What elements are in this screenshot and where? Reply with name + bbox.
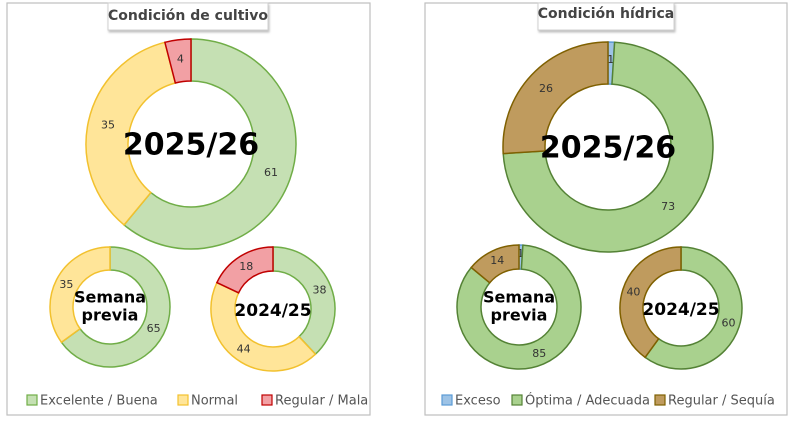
data-label: 35 [59,278,73,291]
data-label: 44 [237,342,251,355]
donut-slice-excelente-buena [60,246,171,368]
donut-center-label: 2025/26 [540,131,676,166]
legend-swatch [654,394,666,406]
donut-slice-excelente-buena [272,246,336,356]
donut-slice-regular-mala [215,246,274,294]
chart-title: Condición hídrica [538,6,674,22]
legend-entry: Normal [191,394,238,409]
legend: Excelente / Buena Normal Regular / Mala [26,394,368,409]
legend: Exceso Óptima / Adecuada Regular / Sequía [441,393,775,409]
legend-entry: Regular / Sequía [668,394,775,409]
donut-center-label: previa [82,306,139,325]
title-box [537,2,675,31]
donut-slice-normal [210,281,317,372]
legend-swatch [261,394,273,406]
panel-condicion-cultivo: Condición de cultivo 613542025/266535Sem… [6,2,371,416]
donut-slice--ptima-adecuada [456,244,582,370]
data-label: 14 [490,254,504,267]
legend-entry: Excelente / Buena [40,394,158,409]
data-label: 61 [264,166,278,179]
chart-title: Condición de cultivo [108,8,268,24]
donut-center-label: Semana [483,287,555,306]
donut-2024-25: 38 44 18 2024/25 [210,246,336,372]
donut-slice-normal [85,41,177,226]
donut-slice-regular-sequ-a [619,246,682,359]
title-box [107,2,269,31]
legend-swatch [511,394,523,406]
legend-swatch [441,394,453,406]
data-label: 26 [539,82,553,95]
legend-entry: Regular / Mala [275,394,368,409]
data-label: 65 [147,322,161,335]
donut-slice-regular-sequ-a [502,41,609,155]
data-label: 40 [626,286,640,299]
donut-center-label: previa [491,306,548,325]
donut-slice-excelente-buena [123,38,297,250]
data-label: 18 [239,260,253,273]
legend-swatch [26,394,38,406]
donut-slice--ptima-adecuada [644,246,743,370]
donut-slice-regular-mala [163,38,192,84]
donut-2025-26: 61 35 4 2025/26 [85,38,297,250]
legend-entry: Exceso [455,394,501,409]
donut-center-label: Semana [74,287,146,306]
data-label: 1 [517,247,524,260]
donut-center-label: 2024/25 [234,301,311,321]
legend-swatch [177,394,189,406]
data-label: 85 [532,347,546,360]
legend-entry: Óptima / Adecuada [525,393,650,409]
panel-condicion-hidrica: Condición hídrica 1 73 26 2025/26 1 85 14 Seman… [424,2,788,416]
donut-2025-26: 1 73 26 2025/26 [502,41,714,253]
data-label: 4 [177,53,184,66]
donut-slice-regular-sequ-a [470,244,520,284]
data-label: 35 [101,118,115,131]
data-label: 73 [661,200,675,213]
donut-slice-normal [49,246,111,344]
data-label: 1 [607,53,614,66]
donut-center-label: 2024/25 [642,300,719,320]
donut-center-label: 2025/26 [123,128,259,163]
data-label: 38 [312,284,326,297]
donut-slice--ptima-adecuada [502,41,714,253]
data-label: 60 [722,316,736,329]
